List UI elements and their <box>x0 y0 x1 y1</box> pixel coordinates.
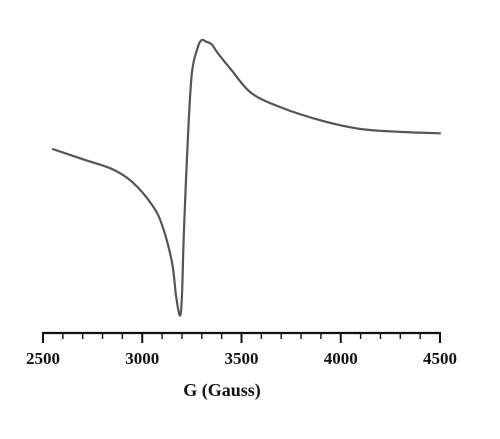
epr-signal-line <box>51 38 442 317</box>
x-axis-title: G (Gauss) <box>183 380 261 401</box>
plot-layer <box>51 38 442 317</box>
x-tick-label: 4000 <box>324 349 358 368</box>
x-tick-label: 3000 <box>125 349 159 368</box>
x-tick-label: 3500 <box>225 349 259 368</box>
x-tick-label: 2500 <box>26 349 60 368</box>
x-tick-label: 4500 <box>423 349 457 368</box>
x-axis: 2500 3000 3500 4000 4500 <box>26 331 457 368</box>
